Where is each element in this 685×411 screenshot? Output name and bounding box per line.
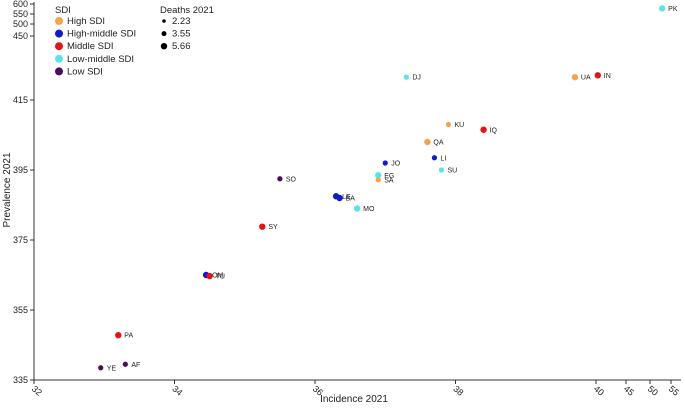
legend-sdi-swatch: [55, 54, 63, 63]
data-point-jo: [382, 160, 388, 166]
data-point-iq: [480, 126, 487, 133]
data-point-pa: [115, 332, 122, 339]
x-tick-label: 40: [592, 384, 606, 398]
data-point-pk: [658, 5, 666, 12]
point-label-om: OM: [212, 273, 223, 280]
y-tick-label: 375: [13, 235, 28, 245]
legend-sdi-label: Low SDI: [67, 66, 103, 77]
point-label-qa: QA: [433, 140, 443, 147]
x-tick-label: 55: [667, 384, 681, 398]
legend-sdi-swatch: [55, 17, 63, 25]
point-label-iq: IQ: [490, 127, 498, 134]
data-point-qa: [424, 138, 431, 146]
legend-sdi-label: Low-middle SDI: [67, 54, 134, 65]
point-label-ba: BA: [346, 196, 356, 203]
x-tick-label: 36: [311, 384, 325, 398]
x-tick-label: 32: [30, 384, 44, 398]
data-point-su: [438, 167, 445, 173]
data-point-sa: [375, 177, 381, 183]
legend-sdi-label: High-middle SDI: [67, 29, 136, 40]
legend-sdi-swatch: [55, 42, 63, 51]
legend-size-label: 2.23: [172, 16, 191, 27]
point-label-pa: PA: [124, 333, 133, 340]
data-point-eg: [375, 172, 382, 179]
data-point-ku: [445, 121, 452, 128]
data-point-mo: [353, 205, 361, 212]
legend-size-swatch: [162, 19, 166, 23]
y-axis-title: Prevalence 2021: [2, 152, 13, 227]
y-tick-label: 335: [13, 375, 28, 385]
y-tick-label: 355: [13, 305, 28, 315]
data-point-ua: [571, 73, 579, 81]
point-label-ua: UA: [581, 75, 591, 82]
point-label-sy: SY: [268, 224, 278, 231]
data-point-so: [277, 176, 283, 182]
data-point-sy: [259, 223, 266, 230]
data-point-dj: [403, 74, 409, 80]
x-axis-title: Incidence 2021: [320, 394, 388, 405]
point-label-tu: TU: [216, 274, 225, 281]
legend-sdi-swatch: [55, 67, 63, 76]
point-label-in: IN: [604, 73, 611, 80]
x-tick-label: 45: [622, 384, 636, 398]
legend-size-label: 3.55: [172, 29, 191, 40]
legend-sdi-label: High SDI: [67, 16, 105, 27]
legend-sdi-swatch: [55, 29, 63, 38]
plot-area: 32 34 36 38 40 45 50 55 335 355 375 395 415 450 500550…: [13, 0, 681, 398]
legend-size-swatch: [161, 31, 167, 37]
point-label-af: AF: [131, 362, 140, 369]
point-label-so: SO: [286, 176, 297, 183]
x-tick-label: 34: [170, 384, 184, 398]
legend-size-label: 5.66: [172, 41, 191, 52]
data-point-tu: [206, 272, 213, 280]
y-tick-label: 395: [13, 165, 28, 175]
point-label-li: LI: [440, 155, 446, 162]
point-label-su: SU: [447, 168, 457, 175]
y-tick-label: 500: [13, 19, 28, 29]
y-tick-label: 550: [13, 9, 28, 19]
y-tick-label: 415: [13, 95, 28, 105]
point-label-jo: JO: [391, 161, 401, 168]
y-tick-label: 450: [13, 31, 28, 41]
legend-size-swatch: [160, 43, 168, 50]
data-point-ba: [336, 194, 343, 202]
legend-size-title: Deaths 2021: [160, 5, 214, 16]
point-label-dj: DJ: [412, 75, 421, 82]
data-point-af: [122, 361, 128, 367]
data-point-li: [431, 155, 438, 161]
data-point-in: [594, 72, 601, 79]
y-tick-label: 600: [13, 0, 28, 9]
data-point-ye: [98, 365, 104, 371]
legend-sdi-title: SDI: [55, 5, 71, 16]
point-label-le: LE: [342, 194, 351, 201]
point-label-mo: MO: [363, 206, 375, 213]
x-tick-label: 38: [451, 384, 465, 398]
point-label-ku: KU: [454, 122, 464, 129]
point-label-ye: YE: [107, 365, 117, 372]
point-label-sa: SA: [384, 177, 394, 184]
x-tick-label: 50: [646, 384, 660, 398]
legend-sdi-label: Middle SDI: [67, 41, 113, 52]
point-label-pk: PK: [668, 6, 678, 13]
point-label-eg: EG: [384, 173, 394, 180]
